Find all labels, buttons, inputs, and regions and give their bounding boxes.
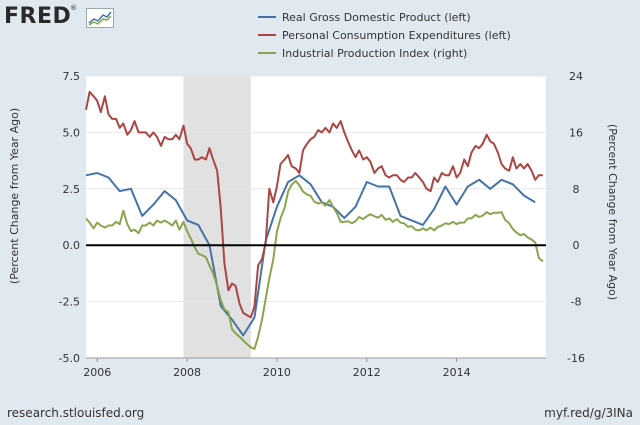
legend-swatch-pce <box>258 34 276 36</box>
fred-registered-mark: ® <box>70 4 77 12</box>
series-lines-group <box>85 90 544 350</box>
y-right-tick-label: 0 <box>573 239 580 252</box>
x-axis: 2006 2008 2010 2012 2014 <box>83 357 546 379</box>
y-right-tick-label: -8 <box>571 296 582 309</box>
y-left-tick-label: 7.5 <box>63 70 81 83</box>
y-axis-right: 24 16 8 0 -8 -16 <box>567 70 585 365</box>
y-axis-right-label: (Percent Change from Year Ago) <box>606 124 619 300</box>
chart-legend: Real Gross Domestic Product (left) Perso… <box>258 8 511 62</box>
legend-item-indpro[interactable]: Industrial Production Index (right) <box>258 44 511 62</box>
fred-graph-icon <box>86 8 114 28</box>
y-axis-left: 7.5 5.0 2.5 0.0 -2.5 -5.0 <box>59 70 80 365</box>
source-footer[interactable]: research.stlouisfed.org <box>7 406 145 420</box>
y-axis-left-label: (Percent Change from Year Ago) <box>8 108 21 284</box>
legend-item-pce[interactable]: Personal Consumption Expenditures (left) <box>258 26 511 44</box>
short-link-footer[interactable]: myf.red/g/3INa <box>544 406 633 420</box>
legend-label-indpro: Industrial Production Index (right) <box>282 46 468 60</box>
y-left-tick-label: 0.0 <box>63 239 81 252</box>
y-left-tick-label: -2.5 <box>59 296 80 309</box>
series-line-gdp <box>85 172 536 337</box>
recession-band <box>183 76 251 358</box>
series-line-pce <box>85 90 543 319</box>
x-tick-label: 2012 <box>353 366 381 379</box>
legend-label-pce: Personal Consumption Expenditures (left) <box>282 28 511 42</box>
y-right-tick-label: 16 <box>569 126 583 139</box>
legend-swatch-indpro <box>258 52 276 54</box>
x-tick-label: 2010 <box>263 366 291 379</box>
x-tick-label: 2008 <box>173 366 201 379</box>
y-left-tick-label: 2.5 <box>63 183 81 196</box>
fred-logo-text: FRED <box>4 4 72 29</box>
y-right-tick-label: 24 <box>569 70 583 83</box>
x-tick-label: 2014 <box>443 366 471 379</box>
y-right-tick-label: 8 <box>573 183 580 196</box>
plot-area <box>86 76 546 358</box>
legend-swatch-gdp <box>258 16 276 18</box>
y-left-tick-label: 5.0 <box>63 126 81 139</box>
chart-header: FRED ® Real Gross Domestic Product (left… <box>0 0 640 62</box>
legend-item-gdp[interactable]: Real Gross Domestic Product (left) <box>258 8 511 26</box>
y-left-tick-label: -5.0 <box>59 352 80 365</box>
y-right-tick-label: -16 <box>567 352 585 365</box>
plot-background <box>86 76 546 358</box>
recession-shading-group <box>183 76 251 358</box>
series-line-indpro <box>85 180 544 350</box>
legend-label-gdp: Real Gross Domestic Product (left) <box>282 10 471 24</box>
x-tick-label: 2006 <box>83 366 111 379</box>
